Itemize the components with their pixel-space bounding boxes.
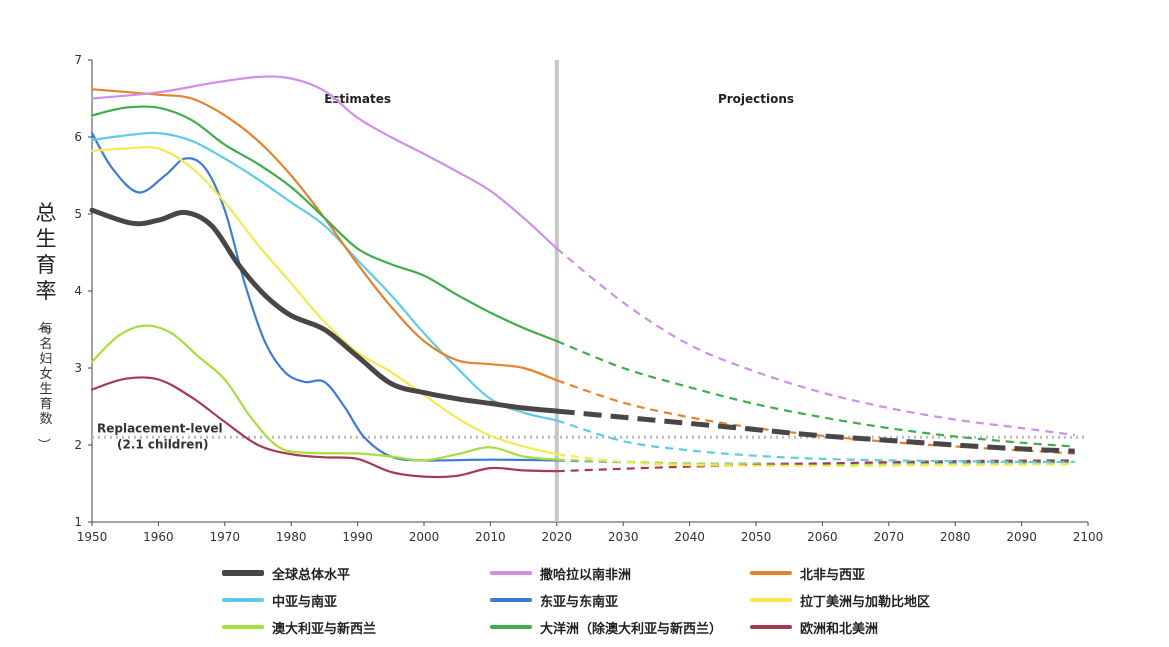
series-5 <box>90 145 1075 467</box>
y-axis-title: 总生育率 <box>36 201 57 303</box>
y-ticks: 1 2 3 4 5 6 7 <box>74 53 92 529</box>
series-layer <box>89 75 1075 479</box>
legend-label: 北非与西亚 <box>800 567 866 583</box>
legend-swatch <box>750 625 792 629</box>
series-estimate-line <box>90 132 558 462</box>
series-projection-line <box>556 340 1075 448</box>
series-projection-line <box>556 379 1075 455</box>
x-tick-label: 2020 <box>542 530 573 544</box>
legend-item: 拉丁美洲与加勒比地区 <box>750 589 930 611</box>
y-tick-label: 7 <box>74 53 82 67</box>
section-label-projections: Projections <box>718 92 794 106</box>
x-tick-label: 1980 <box>276 530 307 544</box>
y-tick-label: 6 <box>74 130 82 144</box>
y-axis-subtitle: （每名妇女生育数） <box>35 318 52 451</box>
x-tick-label: 2010 <box>475 530 506 544</box>
series-estimate-line <box>90 324 558 462</box>
series-estimate-line <box>90 88 558 382</box>
y-tick-label: 2 <box>74 438 82 452</box>
y-axis-label: 总生育率 （每名妇女生育数） <box>35 201 56 451</box>
series-7 <box>90 105 1075 448</box>
x-tick-label: 1990 <box>342 530 373 544</box>
replacement-level-label: Replacement-level <box>97 421 223 435</box>
series-8 <box>90 376 1075 479</box>
legend-swatch <box>750 571 792 575</box>
legend-label: 全球总体水平 <box>272 567 351 583</box>
legend-item: 东亚与东南亚 <box>490 589 618 611</box>
legend-item: 欧洲和北美洲 <box>750 616 878 638</box>
legend-label: 欧洲和北美洲 <box>800 621 879 637</box>
legend-swatch <box>750 598 792 602</box>
x-tick-label: 2060 <box>807 530 838 544</box>
y-tick-label: 5 <box>74 207 82 221</box>
series-6 <box>90 324 1075 466</box>
legend-swatch <box>490 598 532 602</box>
legend-label: 东亚与东南亚 <box>540 594 619 610</box>
legend-label: 大洋洲（除澳大利亚与新西兰） <box>540 621 723 637</box>
series-estimate-line <box>90 145 558 456</box>
y-tick-label: 1 <box>74 515 82 529</box>
series-0 <box>89 207 1075 454</box>
legend-label: 中亚与南亚 <box>272 594 338 610</box>
legend-swatch <box>222 570 264 576</box>
x-tick-label: 2080 <box>940 530 971 544</box>
legend-swatch <box>222 598 264 602</box>
legend-swatch <box>490 625 532 629</box>
x-tick-label: 2040 <box>674 530 705 544</box>
series-estimate-line <box>89 207 560 414</box>
legend: 全球总体水平 撒哈拉以南非洲 北非与西亚中亚与南亚 东亚与东南亚 拉丁美洲与加勒比地区澳… <box>222 562 1122 642</box>
y-tick-label: 3 <box>74 361 82 375</box>
series-estimate-line <box>90 75 558 250</box>
series-estimate-line <box>90 131 558 422</box>
legend-item: 中亚与南亚 <box>222 589 337 611</box>
legend-item: 北非与西亚 <box>750 562 865 584</box>
legend-swatch <box>222 625 264 629</box>
legend-item: 全球总体水平 <box>222 562 350 584</box>
series-projection-line <box>556 459 1075 473</box>
x-tick-label: 2000 <box>409 530 440 544</box>
x-tick-label: 2030 <box>608 530 639 544</box>
x-tick-label: 2090 <box>1006 530 1037 544</box>
x-tick-label: 1970 <box>210 530 241 544</box>
x-ticks: 1950 1960 1970 1980 1990 2000 2010 2020 2030 2040… <box>77 522 1104 544</box>
legend-item: 大洋洲（除澳大利亚与新西兰） <box>490 616 722 638</box>
series-projection-line <box>556 419 1075 464</box>
legend-label: 拉丁美洲与加勒比地区 <box>800 594 931 610</box>
series-2 <box>90 88 1075 455</box>
x-tick-label: 1960 <box>143 530 174 544</box>
legend-label: 澳大利亚与新西兰 <box>272 621 377 637</box>
legend-swatch <box>490 571 532 575</box>
legend-item: 撒哈拉以南非洲 <box>490 562 631 584</box>
series-estimate-line <box>90 105 558 343</box>
series-projection-line <box>556 453 1075 467</box>
replacement-level-sublabel: (2.1 children) <box>117 437 208 451</box>
series-estimate-line <box>90 376 558 479</box>
x-tick-label: 1950 <box>77 530 108 544</box>
y-tick-label: 4 <box>74 284 82 298</box>
series-projection-line <box>556 247 1075 437</box>
x-tick-label: 2100 <box>1073 530 1104 544</box>
series-3 <box>90 131 1075 464</box>
x-tick-label: 2070 <box>874 530 905 544</box>
series-1 <box>90 75 1075 437</box>
x-tick-label: 2050 <box>741 530 772 544</box>
series-projection-line <box>556 408 1075 454</box>
legend-item: 澳大利亚与新西兰 <box>222 616 376 638</box>
legend-label: 撒哈拉以南非洲 <box>540 567 632 583</box>
